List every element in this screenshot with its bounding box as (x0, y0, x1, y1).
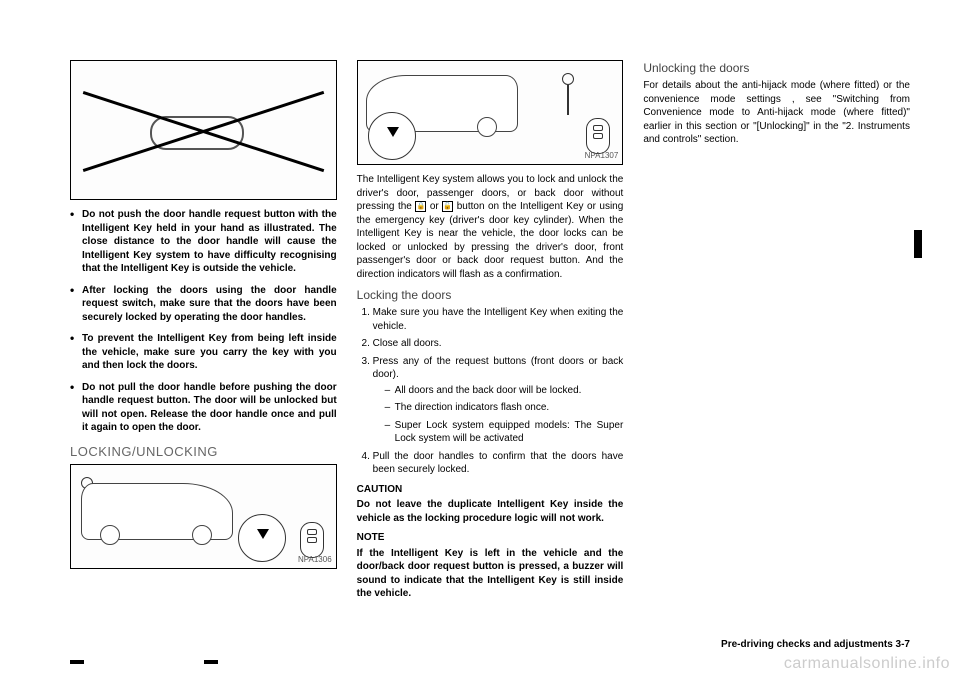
dash-item: Super Lock system equipped models: The S… (385, 419, 624, 446)
warning-bullet-list: Do not push the door handle request butt… (70, 208, 337, 435)
step-item: Press any of the request buttons (front … (373, 355, 624, 446)
caution-text: Do not leave the duplicate Intelligent K… (357, 498, 624, 525)
caution-heading: CAUTION (357, 483, 624, 497)
dash-item: The direction indicators flash once. (385, 401, 624, 415)
figure-lock-front: NPA1306 (70, 464, 337, 569)
figure-label: NPA1307 (585, 151, 619, 162)
locking-steps: Make sure you have the Intelligent Key w… (357, 306, 624, 477)
note-text: If the Intelligent Key is left in the ve… (357, 547, 624, 601)
bullet-item: To prevent the Intelligent Key from bein… (70, 332, 337, 373)
step-item: Pull the door handles to confirm that th… (373, 450, 624, 477)
step-item: Make sure you have the Intelligent Key w… (373, 306, 624, 333)
figure-label: NPA1306 (298, 555, 332, 566)
crop-marks (70, 655, 370, 659)
bullet-item: After locking the doors using the door h… (70, 284, 337, 325)
step-item: Close all doors. (373, 337, 624, 351)
unlocking-text: For details about the anti-hijack mode (… (643, 79, 910, 147)
subheading-locking-doors: Locking the doors (357, 287, 624, 303)
bullet-item: Do not push the door handle request butt… (70, 208, 337, 276)
note-heading: NOTE (357, 531, 624, 545)
thumb-tab (914, 230, 922, 258)
page-footer: Pre-driving checks and adjustments 3-7 (721, 638, 910, 652)
figure-hand-key-crossed (70, 60, 337, 200)
figure-lock-back: NPA1307 (357, 60, 624, 165)
locking-description: The Intelligent Key system allows you to… (357, 173, 624, 281)
dash-item: All doors and the back door will be lock… (385, 384, 624, 398)
section-heading-locking: LOCKING/UNLOCKING (70, 443, 337, 461)
watermark: carmanualsonline.info (784, 653, 950, 675)
unlock-icon: 🔓 (442, 201, 453, 212)
subheading-unlocking-doors: Unlocking the doors (643, 60, 910, 76)
step-sub-list: All doors and the back door will be lock… (373, 384, 624, 446)
lock-icon: 🔒 (415, 201, 426, 212)
bullet-item: Do not pull the door handle before pushi… (70, 381, 337, 435)
